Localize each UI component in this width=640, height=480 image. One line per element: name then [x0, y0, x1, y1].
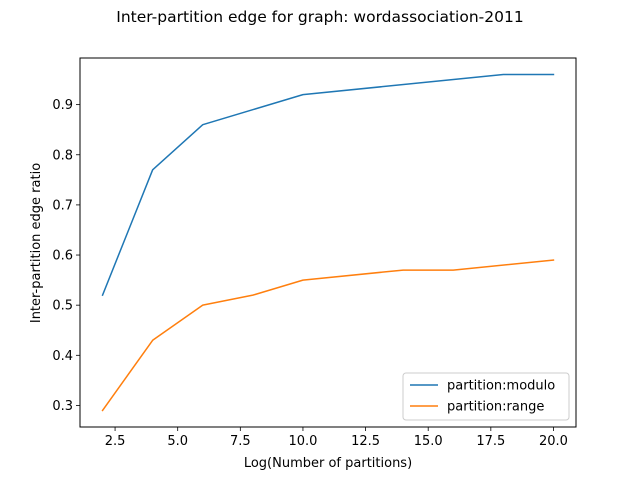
x-tick-label: 17.5 — [476, 434, 505, 449]
plot-frame — [79, 57, 577, 428]
y-tick-label: 0.3 — [52, 399, 73, 414]
y-tick-label: 0.7 — [52, 198, 73, 213]
x-tick-label: 5.0 — [167, 434, 188, 449]
x-tick-label: 7.5 — [230, 434, 251, 449]
y-tick-label: 0.9 — [52, 98, 73, 113]
y-tick-label: 0.4 — [52, 349, 73, 364]
x-tick-label: 20.0 — [539, 434, 568, 449]
legend-frame — [402, 372, 570, 421]
x-tick-label: 12.5 — [351, 434, 380, 449]
y-tick-label: 0.5 — [52, 299, 73, 314]
plot-marks — [101, 73, 555, 412]
x-tick-label: 15.0 — [414, 434, 443, 449]
y-tick-label: 0.8 — [52, 148, 73, 163]
y-axis: 0.3 0.4 0.5 0.6 0.7 0.8 0.9 — [52, 98, 80, 414]
x-tick-label: 2.5 — [105, 434, 126, 449]
legend-label-0: partition:modulo — [447, 379, 555, 394]
x-axis: 2.5 5.0 7.5 10.0 12.5 15.0 17.5 20.0 — [105, 427, 568, 449]
x-tick-label: 10.0 — [288, 434, 317, 449]
series-line-1 — [101, 259, 555, 412]
chart-title: Inter-partition edge for graph: wordasso… — [116, 8, 523, 26]
series-line-0 — [101, 73, 555, 297]
x-axis-label: Log(Number of partitions) — [244, 456, 412, 471]
y-tick-label: 0.6 — [52, 249, 73, 264]
y-axis-label: Inter-partition edge ratio — [29, 163, 44, 323]
legend: partition:modulo partition:range — [402, 372, 570, 421]
legend-label-1: partition:range — [447, 400, 544, 415]
